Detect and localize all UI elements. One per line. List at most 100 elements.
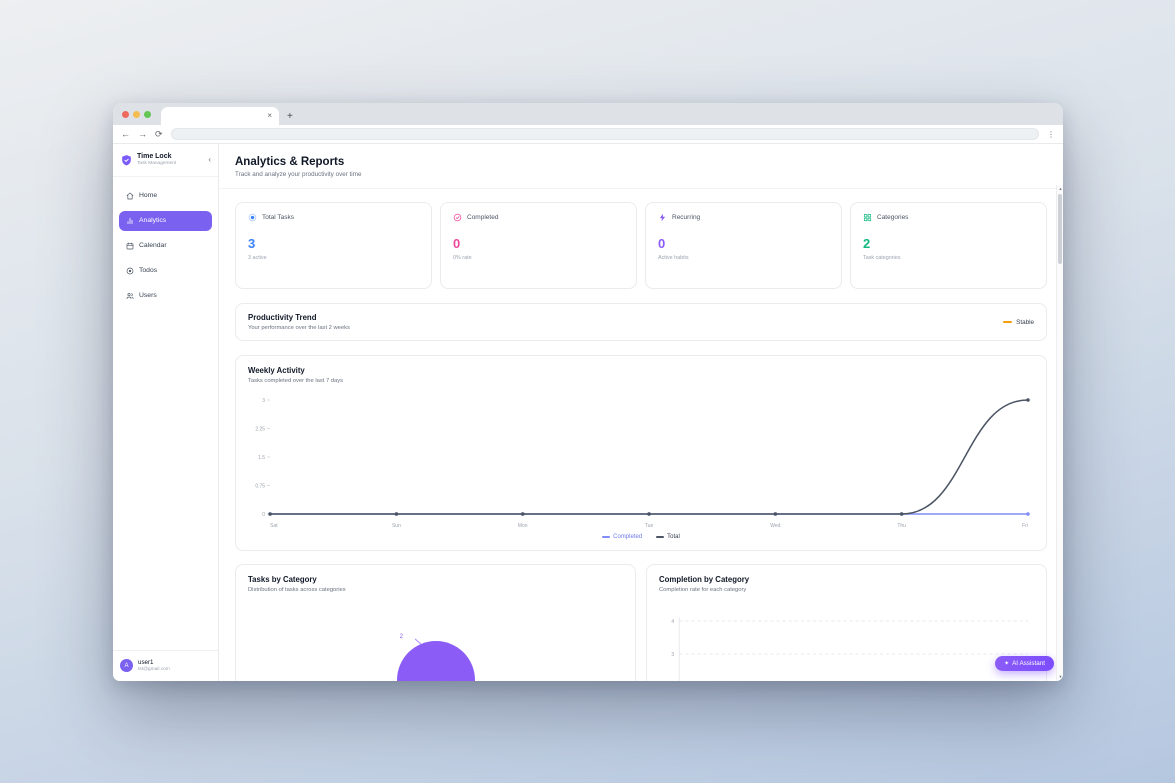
trend-status-badge: Stable xyxy=(1003,319,1034,326)
browser-tab-strip: × + xyxy=(113,103,1063,125)
card-title: Weekly Activity xyxy=(248,366,305,375)
ai-assistant-button[interactable]: ✦ AI Assistant xyxy=(995,656,1054,671)
svg-text:Mon: Mon xyxy=(518,523,528,529)
main-content: Total Tasks 3 3 active Completed xyxy=(219,189,1063,681)
weekly-legend: Completed Total xyxy=(248,534,1034,540)
stat-sub: 3 active xyxy=(248,255,267,261)
weekly-activity-card: Weekly Activity Tasks completed over the… xyxy=(235,355,1047,551)
user-info: user1 tst@gmail.com xyxy=(138,659,170,673)
svg-text:2.25: 2.25 xyxy=(255,426,265,432)
stat-value: 0 xyxy=(658,236,666,251)
stats-row: Total Tasks 3 3 active Completed xyxy=(235,202,1047,289)
bar-ytick: 3 xyxy=(671,652,674,658)
stat-sub: Active habits xyxy=(658,255,689,261)
card-title: Completion by Category xyxy=(659,575,750,584)
legend-item[interactable]: Completed xyxy=(602,534,642,540)
sidebar-user[interactable]: A user1 tst@gmail.com xyxy=(113,649,218,681)
calendar-icon xyxy=(126,242,134,249)
svg-text:Fri: Fri xyxy=(1022,523,1028,529)
scrollbar-thumb[interactable] xyxy=(1058,194,1062,264)
bar-chart-icon xyxy=(127,217,133,224)
tasks-by-category-card: Tasks by Category Distribution of tasks … xyxy=(235,564,636,681)
sidebar-item-label: Users xyxy=(139,292,157,300)
card-title: Tasks by Category xyxy=(248,575,317,584)
category-pie-chart[interactable] xyxy=(396,641,475,681)
page-scrollbar[interactable]: ▲ ▼ xyxy=(1056,185,1063,681)
sparkle-icon: ✦ xyxy=(1004,660,1010,667)
weekly-activity-chart[interactable]: 0 0.75 1.5 2.25 3 Sat Sun Mon Tue Wed Thu Fri xyxy=(248,392,1034,532)
stat-card-completed: Completed 0 0% rate xyxy=(440,202,637,289)
app-identity: Time Lock Task Management xyxy=(137,153,176,168)
target-icon xyxy=(126,267,134,274)
stat-label: Total Tasks xyxy=(262,214,295,221)
browser-menu-icon[interactable]: ⋮ xyxy=(1047,129,1055,139)
home-icon xyxy=(126,192,134,199)
pie-slice-label: 2 xyxy=(399,634,403,640)
sidebar-collapse-icon[interactable]: ‹ xyxy=(208,155,211,165)
stat-card-recurring: Recurring 0 Active habits xyxy=(645,202,842,289)
app-page: Time Lock Task Management ‹ Home Analyti… xyxy=(113,144,1063,681)
trend-text: Productivity Trend Your performance over… xyxy=(248,313,350,331)
stat-label: Recurring xyxy=(672,214,701,221)
app-name: Time Lock xyxy=(137,153,172,160)
new-tab-button[interactable]: + xyxy=(287,111,293,122)
avatar: A xyxy=(120,659,133,673)
category-charts-row: Tasks by Category Distribution of tasks … xyxy=(235,564,1047,681)
sidebar-item-label: Analytics xyxy=(139,217,167,225)
window-zoom-button[interactable] xyxy=(144,110,151,118)
card-subtitle: Distribution of tasks across categories xyxy=(248,587,346,593)
bar-ytick: 4 xyxy=(671,619,674,625)
browser-window: × + ← → ⟳ ⋮ Time Lock Task Man xyxy=(113,103,1063,681)
sidebar-item-analytics[interactable]: Analytics xyxy=(119,210,212,231)
tab-close-icon[interactable]: × xyxy=(267,111,272,120)
stat-card-categories: Categories 2 Task categories xyxy=(850,202,1047,289)
window-close-button[interactable] xyxy=(122,110,129,118)
svg-text:3: 3 xyxy=(262,398,265,404)
browser-tab[interactable]: × xyxy=(161,107,279,125)
forward-icon[interactable]: → xyxy=(138,128,147,139)
back-icon[interactable]: ← xyxy=(121,128,130,139)
sidebar-item-calendar[interactable]: Calendar xyxy=(119,236,212,256)
svg-text:Wed: Wed xyxy=(770,523,780,529)
window-minimize-button[interactable] xyxy=(133,110,140,118)
scroll-up-icon[interactable]: ▲ xyxy=(1058,186,1063,191)
page-subtitle: Track and analyze your productivity over… xyxy=(235,171,362,178)
card-title: Productivity Trend xyxy=(248,313,317,322)
sidebar: Time Lock Task Management ‹ Home Analyti… xyxy=(113,144,219,681)
browser-toolbar: ← → ⟳ ⋮ xyxy=(113,125,1063,144)
circle-check-icon xyxy=(453,213,462,222)
scroll-down-icon[interactable]: ▼ xyxy=(1058,674,1063,679)
card-subtitle: Completion rate for each category xyxy=(659,587,747,593)
user-name: user1 xyxy=(138,658,154,666)
sidebar-item-todos[interactable]: Todos xyxy=(119,261,212,281)
svg-text:Sat: Sat xyxy=(270,523,278,529)
main-area: Analytics & Reports Track and analyze yo… xyxy=(219,144,1063,681)
ai-assistant-label: AI Assistant xyxy=(1012,660,1045,667)
grid-icon xyxy=(863,213,872,222)
stat-sub: Task categories xyxy=(863,255,901,261)
page-title: Analytics & Reports xyxy=(235,156,345,168)
svg-text:Sun: Sun xyxy=(392,523,401,529)
reload-icon[interactable]: ⟳ xyxy=(155,128,163,139)
productivity-trend-card: Productivity Trend Your performance over… xyxy=(235,303,1047,341)
stat-sub: 0% rate xyxy=(453,255,472,261)
sidebar-item-users[interactable]: Users xyxy=(119,286,212,306)
address-bar[interactable] xyxy=(170,128,1039,140)
page-header: Analytics & Reports Track and analyze yo… xyxy=(219,144,1063,189)
bolt-icon xyxy=(658,213,667,222)
stat-label: Categories xyxy=(877,214,909,221)
sidebar-item-label: Todos xyxy=(139,267,158,275)
user-email: tst@gmail.com xyxy=(138,666,170,672)
sidebar-item-home[interactable]: Home xyxy=(119,186,212,206)
card-subtitle: Tasks completed over the last 7 days xyxy=(248,378,344,384)
stat-value: 0 xyxy=(453,236,461,251)
legend-item[interactable]: Total xyxy=(656,534,680,540)
svg-text:0.75: 0.75 xyxy=(255,483,265,489)
sidebar-nav: Home Analytics Calendar Todos xyxy=(113,177,218,315)
completion-by-category-card: Completion by Category Completion rate f… xyxy=(646,564,1047,681)
completion-bar-chart[interactable]: 4 3 xyxy=(659,603,1034,681)
window-controls xyxy=(122,103,151,125)
shield-icon xyxy=(120,154,133,167)
svg-text:Thu: Thu xyxy=(897,523,906,529)
